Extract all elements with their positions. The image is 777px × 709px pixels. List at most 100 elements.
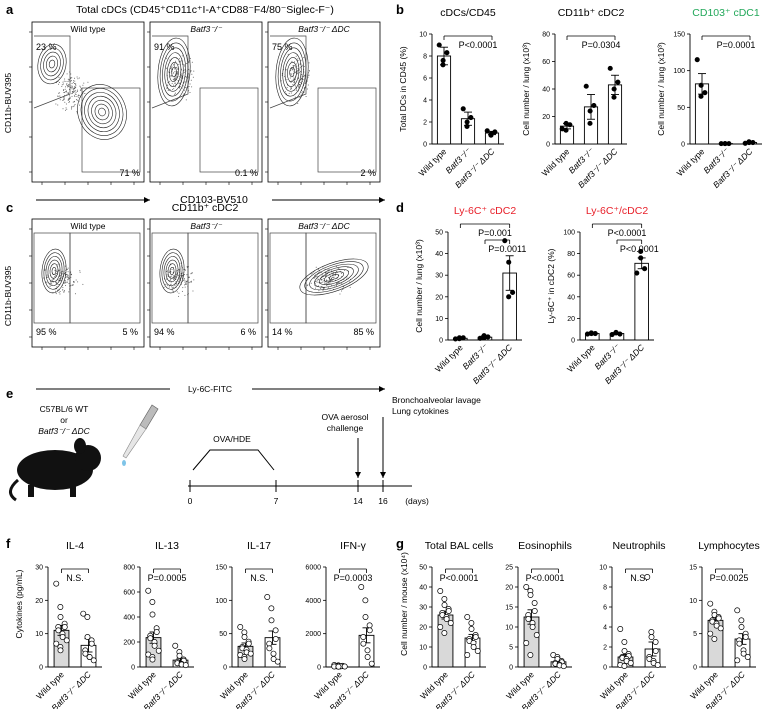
- mark: [55, 281, 57, 283]
- mark: [83, 82, 85, 84]
- mark: [185, 81, 187, 83]
- mark: [299, 96, 301, 98]
- mark: [67, 274, 69, 276]
- data-point: [707, 600, 714, 607]
- mark: [298, 85, 300, 87]
- mark: [174, 93, 176, 95]
- mark: [67, 99, 69, 101]
- mark: [80, 88, 124, 136]
- mark: [76, 95, 78, 97]
- mouse-label-line3: Batf3⁻/⁻ ΔDC: [38, 426, 90, 436]
- mark: [55, 290, 57, 292]
- gate-percent-right: 85 %: [353, 327, 374, 337]
- mark: [183, 64, 185, 66]
- data-point: [266, 645, 273, 652]
- mark: [78, 94, 80, 96]
- y-tick-label: 30: [35, 565, 43, 572]
- mark: [292, 65, 294, 67]
- x-tick-label: Wild type: [565, 342, 597, 374]
- mark: [171, 82, 173, 84]
- mark: [171, 66, 177, 78]
- mark: [71, 91, 73, 93]
- mark: [70, 271, 72, 273]
- chart-title: Eosinophils: [518, 540, 572, 552]
- mark: [67, 86, 69, 88]
- mark: [64, 281, 66, 283]
- mark: [172, 287, 174, 289]
- data-point: [488, 132, 494, 138]
- flow-plot-c-3: Batf3⁻/⁻ ΔDC 14 % 85 %: [265, 218, 381, 350]
- mark: [349, 286, 351, 288]
- mark: [170, 283, 172, 285]
- mark: [301, 92, 303, 94]
- mark: [189, 92, 191, 94]
- mark: [73, 95, 75, 97]
- y-tick-label: 10: [419, 32, 427, 39]
- data-point: [592, 330, 598, 337]
- mark: [175, 276, 177, 278]
- data-point: [149, 599, 156, 605]
- panel-label-g: g: [396, 536, 404, 551]
- mark: [316, 279, 318, 281]
- mark: [294, 80, 296, 82]
- mark: [290, 70, 292, 72]
- y-tick-label: 0: [603, 665, 607, 672]
- data-point: [176, 652, 183, 659]
- mark: [331, 271, 333, 273]
- data-point: [617, 626, 624, 632]
- mark: [173, 278, 175, 280]
- mark: [280, 47, 304, 97]
- mark: [183, 279, 185, 281]
- mark: [165, 259, 179, 283]
- data-point: [694, 57, 700, 63]
- mark: [70, 80, 72, 82]
- stat-label: P=0.0001: [717, 40, 756, 50]
- mark: [65, 282, 67, 284]
- data-point: [563, 127, 569, 133]
- data-point: [698, 93, 704, 99]
- mark: [65, 91, 67, 93]
- mark: [68, 99, 70, 101]
- data-point: [464, 119, 470, 125]
- mark: [70, 73, 72, 75]
- day-label-16: 16: [378, 496, 388, 506]
- data-point: [734, 607, 741, 614]
- data-point: [247, 650, 254, 657]
- data-point: [591, 102, 597, 109]
- mark: [174, 68, 176, 70]
- data-point: [738, 617, 745, 624]
- mark: [293, 77, 295, 79]
- mark: [178, 58, 180, 60]
- mark: [57, 279, 59, 281]
- mark: [332, 276, 334, 278]
- mark: [174, 63, 176, 65]
- mark: [72, 88, 74, 90]
- mark: [317, 281, 319, 283]
- mark: [63, 92, 65, 94]
- mark: [305, 285, 307, 287]
- data-point: [654, 662, 661, 668]
- mark: [74, 77, 76, 79]
- data-point: [366, 627, 373, 634]
- chart-title: Neutrophils: [612, 540, 665, 552]
- mark: [81, 87, 141, 173]
- mark: [177, 274, 179, 276]
- mark: [297, 102, 299, 104]
- mark: [336, 270, 338, 272]
- mark: [292, 69, 294, 71]
- mark: [72, 92, 74, 94]
- mark: [75, 86, 77, 88]
- mark: [51, 283, 53, 285]
- mark: [292, 83, 294, 85]
- data-point: [447, 620, 454, 626]
- mark: [184, 269, 186, 271]
- mark: [172, 290, 174, 292]
- mark: [74, 93, 76, 95]
- y-tick-label: 50: [677, 105, 685, 112]
- mark: [174, 77, 176, 79]
- mark: [73, 82, 75, 84]
- data-point: [468, 626, 475, 632]
- y-tick-label: 400: [123, 615, 135, 622]
- data-point: [652, 639, 659, 645]
- mouse-label-line2: or: [60, 415, 68, 425]
